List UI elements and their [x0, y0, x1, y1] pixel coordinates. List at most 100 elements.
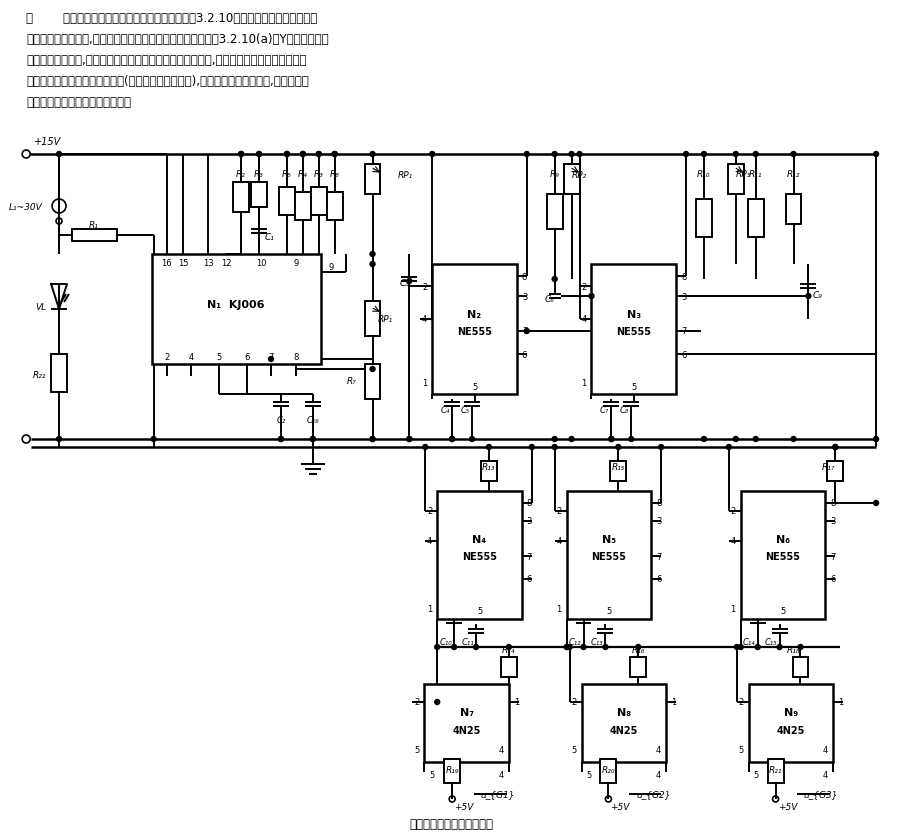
- Text: 2: 2: [571, 698, 577, 706]
- Circle shape: [726, 445, 731, 450]
- Circle shape: [832, 445, 838, 450]
- Text: 电路因有中性线可流过谐波电流(特别是三次谐波电流),因此不需要宽脉冲触发,适用于中小: 电路因有中性线可流过谐波电流(特别是三次谐波电流),因此不需要宽脉冲触发,适用于…: [26, 75, 309, 88]
- Circle shape: [311, 437, 315, 442]
- Bar: [567, 492, 651, 619]
- Text: C₇: C₇: [600, 405, 610, 415]
- Text: 图        所示三相触发器在力矩调节器上的应用如图3.2.10所示。三相交流力矩电动机: 图 所示三相触发器在力矩调节器上的应用如图3.2.10所示。三相交流力矩电动机: [26, 12, 318, 25]
- Circle shape: [577, 152, 582, 157]
- Text: RP₁: RP₁: [398, 171, 413, 179]
- Text: C₁₀: C₁₀: [439, 637, 453, 646]
- Text: 3: 3: [527, 517, 533, 526]
- Text: 6: 6: [831, 575, 836, 584]
- Circle shape: [487, 445, 491, 450]
- Text: 16: 16: [162, 258, 172, 268]
- Text: R₂₀: R₂₀: [602, 765, 615, 774]
- Text: 5: 5: [738, 746, 744, 755]
- Text: R₂₁: R₂₁: [769, 765, 782, 774]
- Text: 4: 4: [422, 315, 427, 324]
- Text: R₁₁: R₁₁: [749, 170, 762, 179]
- Text: NE555: NE555: [592, 551, 627, 561]
- Text: 负载的接线方式不同,则三相交流调压的接线方式也就不同。图3.2.10(a)为Y形带中性线的: 负载的接线方式不同,则三相交流调压的接线方式也就不同。图3.2.10(a)为Y形…: [26, 33, 329, 46]
- Circle shape: [589, 294, 594, 299]
- Bar: [564, 165, 579, 195]
- Bar: [279, 188, 295, 216]
- Bar: [793, 657, 808, 677]
- Text: R₁₃: R₁₃: [482, 462, 496, 472]
- Circle shape: [603, 645, 608, 650]
- Text: C₁₄: C₁₄: [743, 637, 756, 646]
- Bar: [741, 492, 825, 619]
- Text: 8: 8: [294, 352, 298, 361]
- Bar: [51, 354, 67, 393]
- Text: 4: 4: [427, 537, 432, 546]
- Circle shape: [506, 645, 511, 650]
- Bar: [601, 759, 616, 783]
- Text: 4: 4: [823, 746, 828, 755]
- Text: 5: 5: [429, 770, 435, 779]
- Text: R₉: R₉: [550, 170, 559, 179]
- Circle shape: [609, 437, 614, 442]
- Circle shape: [407, 279, 412, 284]
- Text: 3: 3: [831, 517, 836, 526]
- Text: C₁₁: C₁₁: [462, 637, 474, 646]
- Text: R₃: R₃: [254, 170, 264, 179]
- Circle shape: [798, 645, 803, 650]
- Text: +5V: +5V: [778, 803, 797, 812]
- Circle shape: [257, 152, 261, 157]
- Bar: [827, 461, 843, 482]
- Bar: [432, 265, 517, 395]
- Text: L₁~30V: L₁~30V: [8, 202, 42, 212]
- Bar: [630, 657, 647, 677]
- Text: VL: VL: [35, 303, 46, 312]
- Text: R₁₆: R₁₆: [631, 645, 645, 655]
- Circle shape: [370, 437, 375, 442]
- Circle shape: [734, 437, 738, 442]
- Text: 7: 7: [681, 327, 686, 336]
- Circle shape: [552, 437, 557, 442]
- Bar: [481, 461, 497, 482]
- Text: u_{G1}: u_{G1}: [480, 789, 515, 798]
- Text: C₁: C₁: [265, 233, 275, 242]
- Text: N₂: N₂: [468, 309, 481, 319]
- Text: NE555: NE555: [457, 327, 492, 337]
- Text: N₈: N₈: [617, 707, 631, 717]
- Bar: [582, 684, 666, 762]
- Text: 功率的可接中性线的力矩电动机。: 功率的可接中性线的力矩电动机。: [26, 96, 131, 109]
- Text: 8: 8: [527, 499, 533, 508]
- Text: RP₁: RP₁: [377, 315, 392, 324]
- Text: R₁: R₁: [89, 221, 99, 230]
- Circle shape: [316, 152, 321, 157]
- Text: 5: 5: [216, 352, 222, 361]
- Text: 5: 5: [606, 607, 612, 616]
- Text: 1: 1: [731, 604, 735, 614]
- Bar: [445, 759, 460, 783]
- Circle shape: [370, 437, 375, 442]
- Text: +5V: +5V: [454, 803, 473, 812]
- Bar: [749, 684, 833, 762]
- Text: 3: 3: [656, 517, 662, 526]
- Text: R₁₇: R₁₇: [822, 462, 835, 472]
- Circle shape: [278, 437, 284, 442]
- Circle shape: [569, 437, 574, 442]
- Text: N₅: N₅: [602, 534, 616, 544]
- Circle shape: [239, 152, 243, 157]
- Circle shape: [57, 437, 62, 442]
- Text: 5: 5: [414, 746, 419, 755]
- Text: RP₃: RP₃: [735, 170, 751, 179]
- Circle shape: [806, 294, 811, 299]
- Text: u_{G3}: u_{G3}: [804, 789, 838, 798]
- Circle shape: [332, 152, 337, 157]
- Circle shape: [285, 152, 289, 157]
- Bar: [501, 657, 517, 677]
- Text: 10: 10: [256, 258, 267, 268]
- Text: R₁₈: R₁₈: [787, 645, 800, 655]
- Circle shape: [569, 152, 574, 157]
- Bar: [696, 200, 712, 237]
- Circle shape: [407, 437, 412, 442]
- Bar: [295, 193, 311, 221]
- Text: N₄: N₄: [472, 534, 487, 544]
- Text: +15V: +15V: [34, 137, 61, 147]
- Text: C₈: C₈: [620, 405, 629, 415]
- Text: 6: 6: [527, 575, 533, 584]
- Circle shape: [151, 437, 156, 442]
